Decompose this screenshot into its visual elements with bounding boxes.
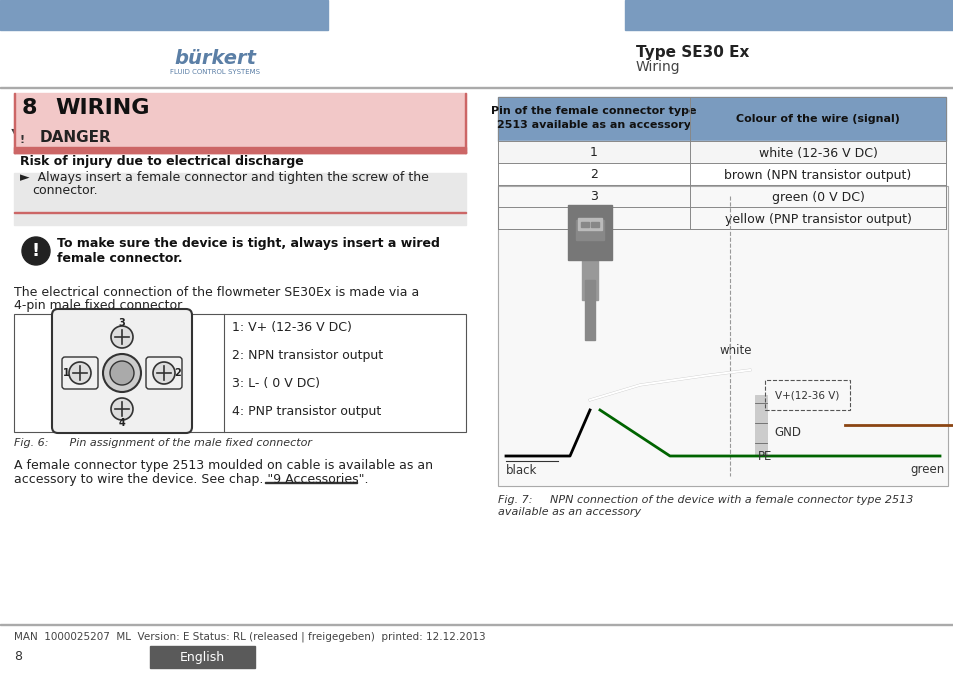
Text: 2: NPN transistor output: 2: NPN transistor output	[232, 349, 383, 363]
Text: Fig. 6:      Pin assignment of the male fixed connector: Fig. 6: Pin assignment of the male fixed…	[14, 438, 312, 448]
Text: Risk of injury due to electrical discharge: Risk of injury due to electrical dischar…	[20, 155, 303, 168]
Bar	[150, 646, 254, 668]
Text: 3: 3	[118, 318, 125, 328]
Circle shape	[103, 354, 141, 392]
Text: DANGER: DANGER	[40, 131, 112, 145]
Text: Type SE30 Ex: Type SE30 Ex	[636, 44, 749, 59]
Text: 4-pin male fixed connector.: 4-pin male fixed connector.	[14, 299, 185, 312]
Bar	[576, 220, 603, 240]
Bar	[578, 218, 601, 230]
Bar	[497, 97, 945, 229]
Text: bürkert: bürkert	[173, 48, 255, 67]
Text: connector.: connector.	[32, 184, 97, 197]
Text: available as an accessory: available as an accessory	[497, 507, 640, 517]
Bar	[754, 395, 766, 455]
Text: 8: 8	[22, 98, 37, 118]
Bar	[567, 205, 612, 260]
Text: GND: GND	[773, 427, 801, 439]
Bar	[497, 207, 945, 229]
Text: 3: 3	[590, 190, 598, 203]
Bar	[14, 93, 15, 153]
Bar	[14, 173, 465, 225]
Text: 1: 1	[590, 147, 598, 160]
Text: WIRING: WIRING	[55, 98, 150, 118]
Bar	[584, 280, 595, 340]
Bar	[497, 97, 945, 141]
Text: yellow (PNP transistor output): yellow (PNP transistor output)	[723, 213, 910, 225]
Text: white (12-36 V DC): white (12-36 V DC)	[758, 147, 877, 160]
Text: 2513 available as an accessory: 2513 available as an accessory	[497, 120, 690, 130]
Text: 3: L- ( 0 V DC): 3: L- ( 0 V DC)	[232, 378, 319, 390]
Text: A female connector type 2513 moulded on cable is available as an: A female connector type 2513 moulded on …	[14, 460, 433, 472]
Circle shape	[111, 398, 132, 420]
FancyBboxPatch shape	[52, 309, 192, 433]
Text: MAN  1000025207  ML  Version: E Status: RL (released | freigegeben)  printed: 12: MAN 1000025207 ML Version: E Status: RL …	[14, 632, 485, 642]
Text: Wiring: Wiring	[636, 60, 679, 74]
Text: Colour of the wire (signal): Colour of the wire (signal)	[736, 114, 899, 124]
Text: To make sure the device is tight, always insert a wired: To make sure the device is tight, always…	[57, 238, 439, 250]
Circle shape	[152, 362, 174, 384]
Text: !: !	[31, 242, 40, 260]
Text: English: English	[179, 651, 224, 664]
Text: PE: PE	[758, 450, 772, 464]
Text: brown (NPN transistor output): brown (NPN transistor output)	[723, 168, 911, 182]
Circle shape	[69, 362, 91, 384]
Bar	[497, 186, 947, 486]
Bar	[497, 185, 945, 207]
Text: 4: PNP transistor output: 4: PNP transistor output	[232, 406, 381, 419]
Circle shape	[111, 326, 132, 348]
Bar	[581, 260, 598, 300]
Text: black: black	[505, 464, 537, 476]
Bar	[14, 314, 465, 432]
Text: green (0 V DC): green (0 V DC)	[771, 190, 863, 203]
Text: 2: 2	[590, 168, 598, 182]
Text: accessory to wire the device. See chap. "9 Accessories".: accessory to wire the device. See chap. …	[14, 472, 368, 485]
Text: Fig. 7:     NPN connection of the device with a female connector type 2513: Fig. 7: NPN connection of the device wit…	[497, 495, 912, 505]
Bar	[265, 482, 356, 483]
Bar	[14, 93, 465, 153]
Bar	[580, 222, 588, 227]
Text: 8: 8	[14, 651, 22, 664]
Text: 1: 1	[63, 368, 70, 378]
Bar	[14, 152, 465, 153]
Bar	[14, 147, 465, 153]
Text: The electrical connection of the flowmeter SE30Ex is made via a: The electrical connection of the flowmet…	[14, 285, 418, 299]
Text: green: green	[909, 464, 943, 476]
Bar	[497, 163, 945, 185]
Bar	[0, 87, 953, 88]
Bar	[0, 624, 953, 625]
Bar	[464, 93, 465, 153]
Text: Pin of the female connector type: Pin of the female connector type	[491, 106, 696, 116]
Text: ►  Always insert a female connector and tighten the screw of the: ► Always insert a female connector and t…	[20, 172, 429, 184]
Text: 1: V+ (12-36 V DC): 1: V+ (12-36 V DC)	[232, 322, 352, 334]
Bar	[764, 380, 849, 410]
Text: female connector.: female connector.	[57, 252, 182, 264]
Circle shape	[22, 237, 50, 265]
Bar	[624, 0, 953, 30]
Text: white: white	[720, 343, 752, 357]
Text: FLUID CONTROL SYSTEMS: FLUID CONTROL SYSTEMS	[170, 69, 260, 75]
Text: !: !	[19, 135, 25, 145]
Bar	[497, 186, 947, 486]
Text: 4: 4	[118, 418, 125, 428]
Text: V+(12-36 V): V+(12-36 V)	[774, 390, 839, 400]
Bar	[590, 222, 598, 227]
Bar	[14, 314, 465, 432]
Bar	[497, 141, 945, 163]
Text: 4: 4	[590, 213, 598, 225]
Bar	[0, 0, 328, 30]
Text: 2: 2	[174, 368, 181, 378]
Bar	[14, 212, 465, 213]
Circle shape	[110, 361, 133, 385]
